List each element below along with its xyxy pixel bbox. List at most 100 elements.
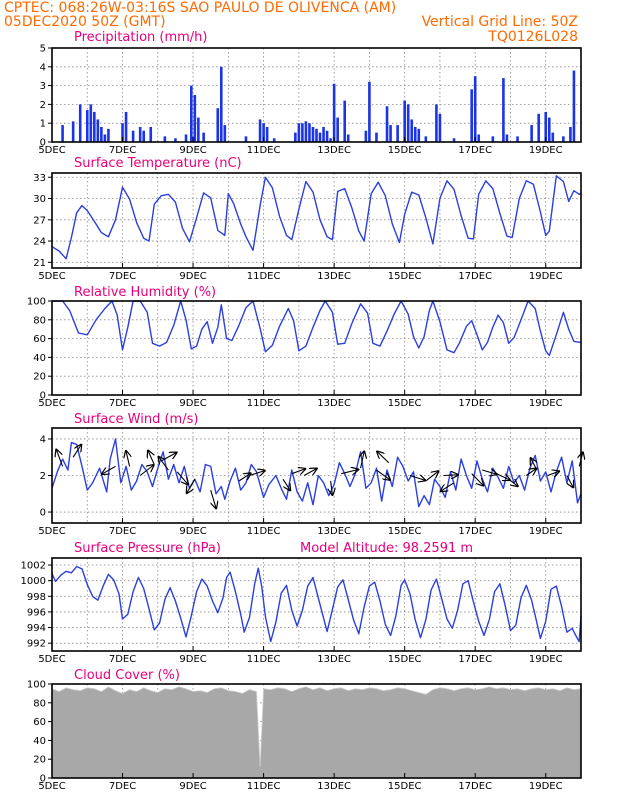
precip-bar	[505, 134, 509, 142]
humidity-xtick-label: 9DEC	[179, 398, 206, 409]
precip-bar	[71, 121, 75, 142]
precip-bar	[385, 106, 389, 142]
temp-xtick-label: 15DEC	[388, 271, 422, 282]
wind-vector-arrow	[331, 480, 333, 495]
precip-bar	[61, 125, 64, 142]
precip-bar	[131, 130, 135, 142]
humidity-ytick-label: 100	[27, 297, 46, 308]
temp-xtick-label: 17DEC	[458, 271, 492, 282]
precip-bar	[389, 125, 392, 142]
humidity-xtick-label: 19DEC	[529, 398, 563, 409]
temp-xtick-label: 11DEC	[247, 271, 281, 282]
precip-bar	[216, 108, 220, 142]
wind-vector-arrow	[547, 471, 559, 475]
pressure-xtick-label: 19DEC	[529, 654, 563, 665]
precip-ytick-label: 1	[40, 119, 46, 130]
precip-bar	[544, 111, 548, 142]
precip-ytick-label: 3	[40, 81, 46, 92]
precip-frame	[51, 47, 582, 143]
humidity-xtick-label: 11DEC	[247, 398, 281, 409]
temp-ytick-label: 21	[33, 258, 46, 269]
precip-bar	[85, 110, 89, 142]
cloud-ytick-label: 20	[33, 755, 46, 766]
wind-ytick-label: 0	[40, 508, 46, 519]
precip-xtick-label: 19DEC	[529, 145, 563, 156]
cloud-xtick-label: 17DEC	[458, 781, 492, 792]
precip-bar	[124, 111, 128, 142]
wind-vector-arrow	[210, 489, 216, 508]
precip-bar	[470, 89, 473, 142]
pressure-series-line	[51, 565, 582, 643]
wind-xtick-label: 13DEC	[317, 526, 351, 537]
temp-frame	[51, 172, 582, 269]
precip-bar	[190, 85, 193, 142]
wind-vector-arrow	[526, 469, 536, 476]
humidity-ytick-label: 40	[33, 353, 46, 364]
cloud-xtick-label: 9DEC	[179, 781, 206, 792]
precip-bar	[163, 136, 167, 142]
cloud-ytick-label: 100	[27, 680, 46, 691]
precip-ytick-label: 4	[40, 62, 46, 73]
precip-ytick-label: 0	[40, 138, 46, 149]
header-station: CPTEC: 068:26W-03:16S SAO PAULO DE OLIVE…	[4, 0, 396, 16]
pressure-ytick-label: 996	[27, 607, 46, 618]
wind-vector-arrow	[291, 469, 306, 474]
humidity-xtick-label: 5DEC	[38, 398, 65, 409]
wind-vector-arrow	[482, 470, 496, 474]
precip-bar	[219, 66, 223, 142]
wind-xtick-label: 5DEC	[38, 526, 65, 537]
cloud-ytick-label: 60	[33, 717, 46, 728]
wind-vector-arrow	[238, 473, 251, 482]
wind-vector-arrow	[496, 473, 510, 480]
temp-ytick-label: 24	[33, 237, 46, 248]
header-grid-line: Vertical Grid Line: 50Z	[422, 14, 578, 30]
wind-vector-arrow	[56, 450, 64, 467]
temp-ytick-label: 33	[33, 173, 46, 184]
humidity-ytick-label: 0	[40, 391, 46, 402]
precip-bar	[332, 83, 336, 142]
wind-vector-arrow	[303, 469, 317, 476]
wind-vector-arrow	[158, 457, 169, 471]
precip-bar	[530, 125, 533, 142]
wind-vector-arrow	[441, 482, 455, 491]
precip-bar	[107, 128, 110, 142]
cloud-xtick-label: 19DEC	[529, 781, 563, 792]
temp-ytick-label: 27	[33, 215, 46, 226]
precip-bar	[473, 76, 477, 142]
precip-bar	[142, 130, 145, 142]
wind-vector-arrow	[376, 469, 390, 480]
precip-bar	[294, 132, 297, 142]
wind-panel: 0 2 4 5DEC 7DEC 9DEC 11DEC 13DEC 15DEC 17DEC 19DEC…	[38, 412, 583, 537]
wind-xtick-label: 9DEC	[179, 526, 206, 537]
precip-bar	[297, 123, 301, 142]
precip-bar	[318, 132, 322, 142]
precip-bar	[301, 123, 304, 142]
humidity-xtick-label: 7DEC	[109, 398, 136, 409]
pressure-ytick-label: 992	[27, 639, 46, 650]
precip-bar	[78, 104, 82, 142]
pressure-ytick-label: 1002	[21, 561, 46, 572]
precip-bar	[89, 104, 93, 142]
precip-bar	[516, 136, 519, 142]
pressure-xtick-label: 9DEC	[179, 654, 206, 665]
precip-bar	[477, 134, 481, 142]
cloud-area-edge	[51, 686, 582, 767]
cloud-ytick-label: 0	[40, 774, 46, 785]
cloud-xtick-label: 5DEC	[38, 781, 65, 792]
cloud-title: Cloud Cover (%)	[74, 668, 180, 683]
precip-bar	[491, 136, 495, 142]
wind-xtick-label: 15DEC	[388, 526, 422, 537]
wind-vector-arrow	[139, 465, 154, 476]
wind-vector-arrow	[361, 451, 365, 469]
pressure-ytick-label: 998	[27, 592, 46, 603]
precip-xtick-label: 13DEC	[317, 145, 351, 156]
precip-bar	[174, 138, 177, 142]
precip-bar	[551, 132, 555, 142]
precip-bar	[149, 126, 153, 142]
wind-ytick-label: 4	[40, 434, 46, 445]
wind-xtick-label: 19DEC	[529, 526, 563, 537]
pressure-frame	[51, 557, 582, 652]
precip-bar	[502, 78, 505, 142]
precip-panel: 0 1 2 3 4 5 5DEC 7DEC 9DEC 11DEC 13DEC 15DEC 17DEC 19…	[38, 30, 582, 156]
precip-title: Precipitation (mm/h)	[74, 30, 207, 45]
